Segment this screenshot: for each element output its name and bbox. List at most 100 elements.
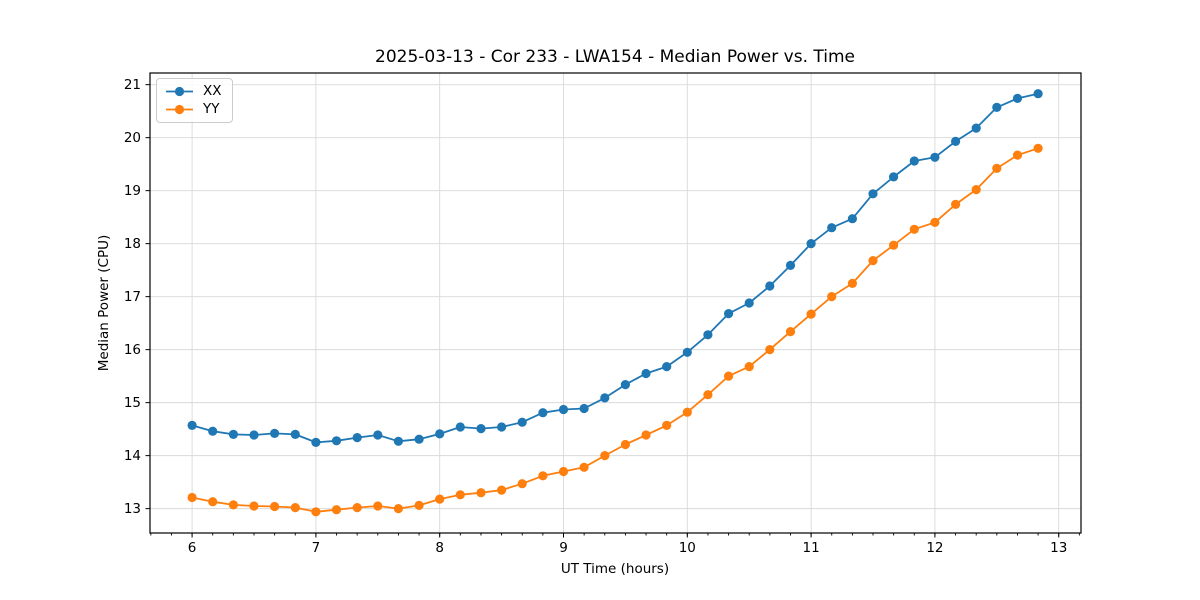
data-point-yy [497,485,507,495]
data-point-xx [930,152,940,162]
x-tick-label: 7 [312,540,321,556]
data-point-xx [228,429,238,439]
y-tick-label: 13 [124,501,141,517]
data-point-xx [249,430,259,440]
plot-border [149,72,1082,534]
data-point-xx [1033,89,1043,99]
data-point-xx [558,404,569,415]
data-point-yy [662,420,672,430]
data-point-yy [765,345,775,355]
data-point-yy [311,507,321,517]
data-point-yy [827,292,837,302]
data-point-yy [641,430,651,440]
data-point-yy [579,462,589,472]
data-point-yy [208,497,218,507]
data-point-yy [373,501,383,511]
data-point-yy [930,217,940,227]
data-point-xx [620,380,631,390]
y-tick-label: 15 [124,395,141,411]
data-point-xx [414,434,424,444]
line-marker-icon [166,86,193,97]
x-axis-label: UT Time (hours) [560,561,670,577]
data-point-yy [331,505,342,515]
legend-item-xx: XX [164,84,222,99]
data-point-yy [909,224,919,234]
x-tick-label: 13 [1050,540,1067,556]
line-marker-icon [166,104,193,115]
data-point-xx [971,123,981,133]
data-point-yy [847,278,858,288]
legend: XX YY [156,78,233,123]
data-point-xx [827,223,837,233]
data-point-yy [290,503,300,513]
y-tick-label: 17 [124,289,141,305]
y-tick-label: 20 [124,130,141,146]
data-point-xx [1012,93,1023,103]
data-point-yy [724,371,734,381]
data-point-xx [497,422,507,432]
data-point-xx [476,424,486,434]
legend-label-xx: XX [203,83,222,99]
data-point-xx [208,426,218,436]
y-tick-label: 14 [124,448,141,464]
series-line-yy [191,147,1039,513]
data-point-yy [435,494,445,504]
data-point-yy [270,501,280,512]
y-tick-label: 19 [124,183,141,199]
x-tick-label: 10 [679,540,696,556]
data-point-xx [579,403,589,414]
data-point-yy [455,490,465,500]
y-tick-label: 21 [124,77,141,93]
x-tick-label: 9 [559,540,568,556]
data-point-xx [951,136,961,146]
data-point-xx [311,437,321,447]
data-point-yy [868,256,878,266]
data-point-yy [682,407,692,417]
data-point-xx [600,393,610,403]
data-point-xx [868,189,878,199]
data-point-xx [352,433,362,443]
x-tick-label: 12 [926,540,943,556]
data-point-yy [414,500,424,510]
data-point-xx [662,362,672,372]
data-point-xx [847,214,858,224]
data-point-yy [249,501,259,511]
data-point-xx [517,417,527,427]
data-point-yy [517,479,527,489]
x-tick-label: 6 [188,540,197,556]
data-point-yy [971,185,981,195]
data-point-xx [724,309,734,319]
data-point-yy [1033,143,1043,153]
data-point-xx [538,408,548,418]
x-tick-label: 11 [803,540,820,556]
data-point-xx [889,172,899,182]
y-tick-label: 16 [124,342,141,358]
data-point-xx [909,156,919,166]
data-point-yy [187,492,197,503]
data-point-yy [703,390,713,400]
data-point-xx [270,428,280,438]
legend-label-yy: YY [203,101,220,117]
y-axis-label: Median Power (CPU) [96,234,112,372]
data-point-xx [435,429,445,439]
data-point-xx [744,298,754,308]
legend-item-yy: YY [164,102,222,117]
data-point-yy [558,466,569,477]
data-point-yy [393,504,403,514]
data-point-xx [187,420,197,430]
data-point-yy [785,327,796,337]
data-point-yy [228,500,238,510]
data-point-xx [806,239,816,249]
data-point-yy [744,362,754,372]
data-point-xx [455,422,465,432]
data-point-xx [393,436,403,446]
data-point-yy [352,503,362,513]
data-point-xx [992,102,1002,112]
data-point-yy [806,309,816,319]
data-point-yy [620,439,631,450]
data-point-xx [765,281,775,291]
data-point-yy [1012,150,1023,160]
data-point-xx [331,436,342,446]
series-line-xx [191,92,1039,444]
